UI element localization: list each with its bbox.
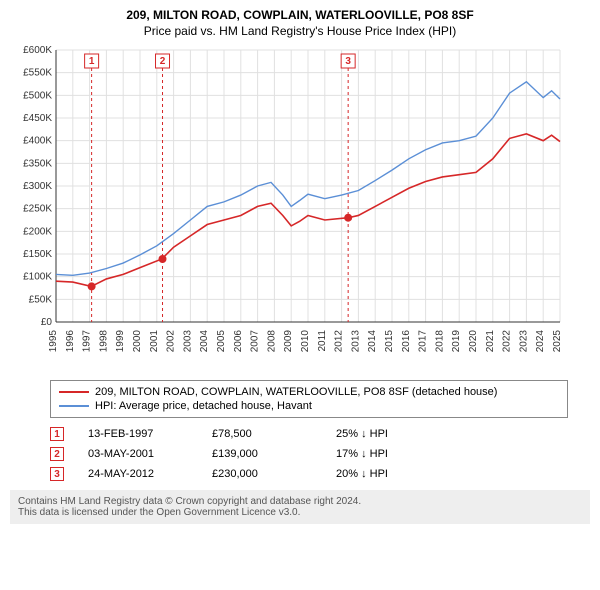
svg-text:2002: 2002 — [166, 330, 177, 353]
svg-text:2024: 2024 — [535, 330, 546, 353]
svg-text:£0: £0 — [41, 317, 53, 328]
sale-price: £139,000 — [212, 448, 312, 460]
svg-text:1996: 1996 — [65, 330, 76, 353]
svg-text:2: 2 — [160, 56, 166, 67]
svg-text:2015: 2015 — [384, 330, 395, 353]
svg-text:2001: 2001 — [149, 330, 160, 353]
sale-row: 3 24-MAY-2012 £230,000 20% ↓ HPI — [50, 464, 590, 484]
chart: £0 £50K £100K £150K £200K £250K £300K £350K £400… — [10, 42, 590, 372]
svg-text:2021: 2021 — [485, 330, 496, 353]
title-address: 209, MILTON ROAD, COWPLAIN, WATERLOOVILL… — [10, 8, 590, 22]
svg-text:£300K: £300K — [23, 181, 52, 192]
svg-text:£100K: £100K — [23, 272, 52, 283]
sale-price: £78,500 — [212, 428, 312, 440]
svg-text:2003: 2003 — [182, 330, 193, 353]
sale-marker: 3 — [50, 467, 64, 481]
sale-diff: 20% ↓ HPI — [336, 468, 436, 480]
sale-date: 24-MAY-2012 — [88, 468, 188, 480]
sale-marker: 2 — [50, 447, 64, 461]
svg-text:2017: 2017 — [418, 330, 429, 353]
title-block: 209, MILTON ROAD, COWPLAIN, WATERLOOVILL… — [10, 8, 590, 38]
legend-label: 209, MILTON ROAD, COWPLAIN, WATERLOOVILL… — [95, 386, 497, 398]
svg-text:2005: 2005 — [216, 330, 227, 353]
svg-text:2012: 2012 — [334, 330, 345, 353]
svg-text:£250K: £250K — [23, 204, 52, 215]
legend-swatch — [59, 391, 89, 393]
page: 209, MILTON ROAD, COWPLAIN, WATERLOOVILL… — [0, 0, 600, 530]
svg-text:1999: 1999 — [115, 330, 126, 353]
svg-text:3: 3 — [345, 56, 351, 67]
svg-text:1995: 1995 — [48, 330, 59, 353]
legend: 209, MILTON ROAD, COWPLAIN, WATERLOOVILL… — [50, 380, 568, 418]
sales-table: 1 13-FEB-1997 £78,500 25% ↓ HPI 2 03-MAY-2001… — [50, 424, 590, 484]
svg-text:2006: 2006 — [233, 330, 244, 353]
svg-text:£450K: £450K — [23, 113, 52, 124]
svg-text:2007: 2007 — [250, 330, 261, 353]
svg-text:2008: 2008 — [266, 330, 277, 353]
svg-text:£400K: £400K — [23, 136, 52, 147]
svg-text:2025: 2025 — [552, 330, 563, 353]
legend-label: HPI: Average price, detached house, Hava… — [95, 400, 312, 412]
footer-line1: Contains HM Land Registry data © Crown c… — [18, 496, 582, 507]
svg-text:£50K: £50K — [29, 294, 53, 305]
title-subtitle: Price paid vs. HM Land Registry's House … — [10, 24, 590, 38]
svg-text:2009: 2009 — [283, 330, 294, 353]
footer-line2: This data is licensed under the Open Gov… — [18, 507, 582, 518]
svg-text:2013: 2013 — [350, 330, 361, 353]
sale-row: 2 03-MAY-2001 £139,000 17% ↓ HPI — [50, 444, 590, 464]
sale-diff: 25% ↓ HPI — [336, 428, 436, 440]
svg-text:2016: 2016 — [401, 330, 412, 353]
svg-text:£350K: £350K — [23, 158, 52, 169]
svg-text:1997: 1997 — [82, 330, 93, 353]
sale-row: 1 13-FEB-1997 £78,500 25% ↓ HPI — [50, 424, 590, 444]
svg-text:£150K: £150K — [23, 249, 52, 260]
svg-text:2019: 2019 — [451, 330, 462, 353]
sale-marker: 1 — [50, 427, 64, 441]
svg-text:2010: 2010 — [300, 330, 311, 353]
svg-text:2022: 2022 — [502, 330, 513, 353]
svg-text:1998: 1998 — [98, 330, 109, 353]
sale-diff: 17% ↓ HPI — [336, 448, 436, 460]
legend-row: HPI: Average price, detached house, Hava… — [59, 399, 559, 413]
sale-date: 13-FEB-1997 — [88, 428, 188, 440]
svg-text:£500K: £500K — [23, 90, 52, 101]
footer: Contains HM Land Registry data © Crown c… — [10, 490, 590, 524]
sale-date: 03-MAY-2001 — [88, 448, 188, 460]
chart-svg: £0 £50K £100K £150K £200K £250K £300K £350K £400… — [10, 42, 570, 372]
svg-text:2023: 2023 — [518, 330, 529, 353]
sale-price: £230,000 — [212, 468, 312, 480]
svg-text:2000: 2000 — [132, 330, 143, 353]
legend-row: 209, MILTON ROAD, COWPLAIN, WATERLOOVILL… — [59, 385, 559, 399]
svg-text:2018: 2018 — [434, 330, 445, 353]
svg-text:£550K: £550K — [23, 68, 52, 79]
svg-text:£600K: £600K — [23, 45, 52, 56]
svg-text:1: 1 — [89, 56, 95, 67]
svg-text:2014: 2014 — [367, 330, 378, 353]
legend-swatch — [59, 405, 89, 407]
svg-text:2011: 2011 — [317, 330, 328, 352]
svg-text:2004: 2004 — [199, 330, 210, 353]
svg-text:2020: 2020 — [468, 330, 479, 353]
svg-text:£200K: £200K — [23, 226, 52, 237]
